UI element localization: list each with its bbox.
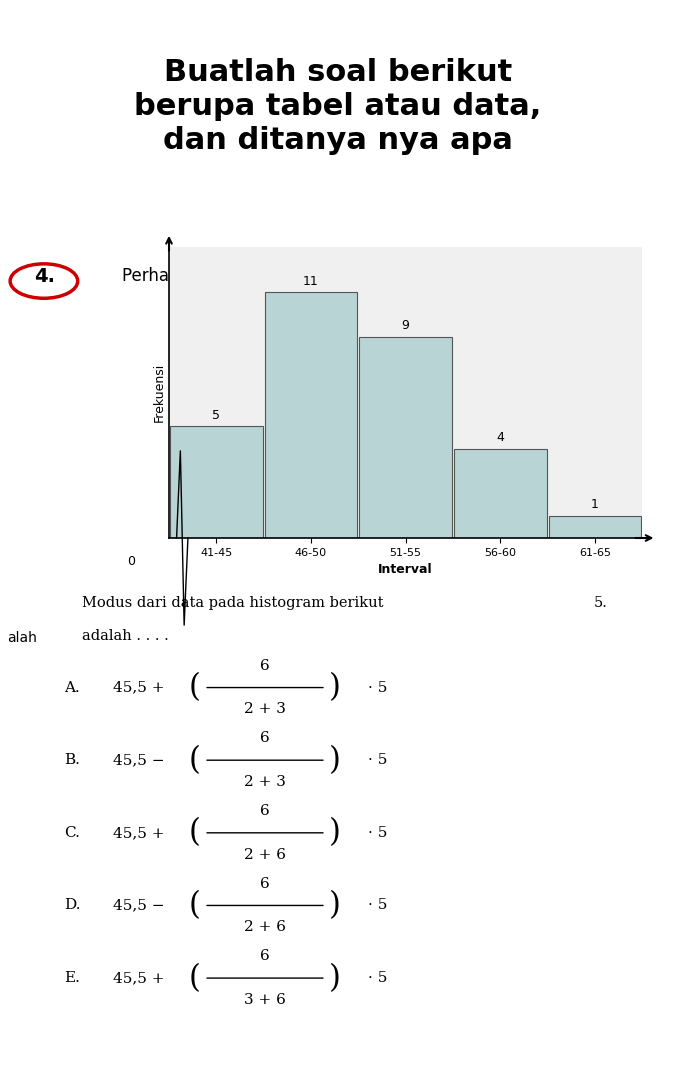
- Text: 3 + 6: 3 + 6: [244, 993, 286, 1007]
- Text: 2 + 3: 2 + 3: [244, 775, 286, 789]
- Bar: [359, 337, 452, 538]
- Text: ): ): [329, 818, 341, 848]
- Text: D.: D.: [64, 898, 80, 912]
- Text: 6: 6: [260, 877, 270, 891]
- Bar: [548, 515, 642, 538]
- Text: adalah . . . .: adalah . . . .: [82, 629, 169, 643]
- Text: Buatlah soal berikut
berupa tabel atau data,
dan ditanya nya apa: Buatlah soal berikut berupa tabel atau d…: [135, 58, 541, 155]
- Text: E.: E.: [64, 971, 80, 986]
- Text: 4: 4: [496, 431, 504, 444]
- Text: · 5: · 5: [368, 753, 388, 767]
- Text: · 5: · 5: [368, 898, 388, 912]
- Text: alah: alah: [7, 631, 37, 645]
- Text: (: (: [189, 890, 201, 921]
- Text: (: (: [189, 818, 201, 848]
- Bar: [264, 293, 358, 538]
- Text: Perhatikan histogram berikut.: Perhatikan histogram berikut.: [122, 267, 368, 285]
- Text: ): ): [329, 745, 341, 776]
- Text: 45,5 +: 45,5 +: [113, 825, 169, 840]
- Text: 6: 6: [260, 804, 270, 818]
- Text: B.: B.: [64, 753, 80, 767]
- Text: 4.: 4.: [34, 267, 55, 286]
- X-axis label: Interval: Interval: [379, 563, 433, 577]
- Text: 2 + 6: 2 + 6: [244, 920, 286, 934]
- Text: (: (: [189, 672, 201, 703]
- Bar: [454, 449, 547, 538]
- Text: · 5: · 5: [368, 825, 388, 840]
- Text: 0: 0: [127, 555, 135, 568]
- Text: C.: C.: [64, 825, 80, 840]
- Text: ): ): [329, 672, 341, 703]
- Text: 5.: 5.: [594, 596, 608, 610]
- Text: A.: A.: [64, 680, 80, 695]
- Text: 2 + 6: 2 + 6: [244, 848, 286, 862]
- Text: 45,5 +: 45,5 +: [113, 680, 169, 695]
- Text: · 5: · 5: [368, 680, 388, 695]
- Text: (: (: [189, 963, 201, 993]
- Text: ): ): [329, 890, 341, 921]
- Bar: [170, 426, 263, 538]
- Text: 6: 6: [260, 732, 270, 746]
- Text: 45,5 −: 45,5 −: [113, 898, 169, 912]
- Text: ): ): [329, 963, 341, 993]
- Text: 1: 1: [591, 498, 599, 511]
- Text: · 5: · 5: [368, 971, 388, 986]
- Text: Modus dari data pada histogram berikut: Modus dari data pada histogram berikut: [82, 596, 384, 610]
- Text: 5: 5: [212, 409, 220, 422]
- Y-axis label: Frekuensi: Frekuensi: [153, 363, 166, 423]
- Text: 2 + 3: 2 + 3: [244, 703, 286, 717]
- Text: 6: 6: [260, 659, 270, 672]
- Text: 6: 6: [260, 949, 270, 963]
- Text: 9: 9: [402, 320, 410, 332]
- Text: 45,5 +: 45,5 +: [113, 971, 169, 986]
- Text: 11: 11: [303, 274, 319, 287]
- Text: 45,5 −: 45,5 −: [113, 753, 169, 767]
- Text: (: (: [189, 745, 201, 776]
